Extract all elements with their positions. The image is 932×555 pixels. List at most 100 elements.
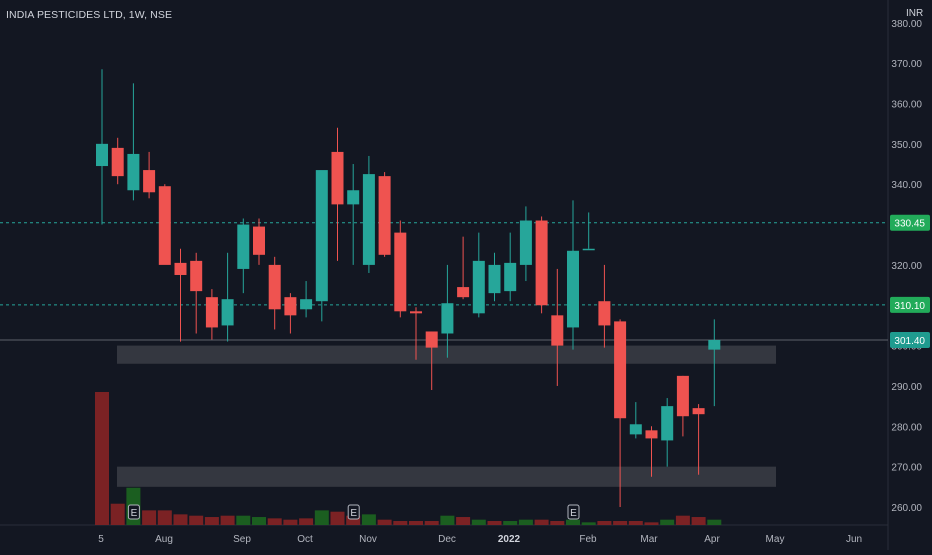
candle-body bbox=[331, 151, 344, 205]
candle-body bbox=[582, 248, 595, 251]
candle-body bbox=[535, 220, 548, 306]
candle-body bbox=[708, 339, 721, 350]
volume-bar bbox=[189, 515, 204, 525]
x-tick-label: Oct bbox=[297, 534, 313, 545]
support-zone bbox=[117, 345, 776, 364]
volume-bar bbox=[503, 521, 518, 525]
volume-bar bbox=[142, 510, 157, 525]
volume-bar bbox=[581, 522, 596, 525]
candle-body bbox=[504, 262, 517, 292]
support-zone bbox=[117, 466, 776, 487]
candle-body bbox=[284, 297, 297, 316]
candle-body bbox=[237, 224, 250, 269]
candle-body bbox=[488, 264, 501, 294]
price-label-text: 301.40 bbox=[894, 336, 925, 347]
earnings-marker-box bbox=[127, 504, 140, 520]
y-tick-label: 340.00 bbox=[891, 180, 922, 191]
candle-body bbox=[127, 153, 140, 191]
volume-bar bbox=[440, 515, 455, 525]
y-tick-label: 350.00 bbox=[891, 140, 922, 151]
volume-bar bbox=[220, 515, 235, 525]
candle-body bbox=[614, 321, 627, 419]
candle-body bbox=[362, 174, 375, 265]
candle-body bbox=[410, 311, 422, 314]
candle-body bbox=[96, 143, 108, 167]
y-tick-label: 380.00 bbox=[891, 19, 922, 30]
volume-bar bbox=[613, 521, 628, 525]
volume-bar bbox=[236, 515, 251, 525]
volume-bar bbox=[346, 515, 361, 525]
candle-body bbox=[567, 250, 579, 328]
volume-bar bbox=[361, 514, 376, 525]
earnings-marker-box bbox=[347, 504, 360, 520]
volume-bar bbox=[299, 518, 314, 525]
volume-bar bbox=[691, 517, 706, 525]
candle-body bbox=[457, 287, 470, 298]
volume-bar bbox=[644, 522, 659, 525]
x-tick-label: Feb bbox=[579, 534, 597, 545]
candle-body bbox=[315, 170, 328, 302]
price-label-badge bbox=[890, 296, 930, 313]
volume-bar bbox=[252, 517, 266, 525]
volume-bar bbox=[675, 515, 690, 525]
volume-bar bbox=[424, 521, 439, 525]
volume-bar bbox=[534, 519, 549, 525]
candle-body bbox=[111, 147, 124, 177]
x-tick-label: 5 bbox=[98, 534, 104, 545]
y-tick-label: 270.00 bbox=[891, 463, 922, 474]
volume-bar bbox=[377, 519, 392, 525]
volume-bar bbox=[487, 521, 502, 525]
candle-body bbox=[676, 375, 689, 417]
volume-bar bbox=[628, 521, 643, 525]
volume-bar bbox=[597, 521, 612, 525]
candle-body bbox=[629, 424, 642, 435]
x-tick-label: Sep bbox=[233, 534, 251, 545]
candle-body bbox=[692, 408, 705, 415]
candle-body bbox=[347, 190, 360, 205]
candle-body bbox=[551, 315, 564, 346]
volume-bar bbox=[393, 521, 408, 525]
y-tick-label: 290.00 bbox=[891, 382, 922, 393]
y-tick-label: 370.00 bbox=[891, 59, 922, 70]
x-tick-label: Mar bbox=[640, 534, 658, 545]
candle-body bbox=[661, 406, 674, 441]
volume-bar bbox=[471, 519, 486, 525]
volume-bar bbox=[566, 519, 580, 525]
candle-body bbox=[645, 430, 658, 439]
y-tick-label: 320.00 bbox=[891, 261, 922, 272]
x-tick-label: Jun bbox=[846, 534, 862, 545]
earnings-marker: E bbox=[567, 504, 580, 520]
y-tick-label: 280.00 bbox=[891, 422, 922, 433]
candle-body bbox=[378, 176, 391, 255]
candle-body bbox=[190, 260, 203, 292]
volume-bar bbox=[660, 519, 675, 525]
currency-label: INR bbox=[906, 8, 924, 19]
candle-body bbox=[425, 331, 438, 348]
volume-bar bbox=[173, 514, 188, 525]
candle-body bbox=[394, 232, 407, 312]
price-label-badge bbox=[890, 331, 930, 348]
candle-body bbox=[519, 220, 532, 265]
earnings-marker-label: E bbox=[350, 508, 357, 519]
volume-bar bbox=[157, 510, 172, 525]
volume-bar bbox=[283, 519, 298, 525]
x-tick-label: May bbox=[766, 534, 785, 545]
volume-bar bbox=[267, 518, 282, 525]
volume-bar bbox=[204, 517, 219, 525]
volume-bar bbox=[707, 519, 722, 525]
price-label-text: 310.10 bbox=[894, 301, 925, 312]
candle-body bbox=[205, 297, 218, 328]
volume-bar bbox=[95, 392, 109, 525]
chart-title: INDIA PESTICIDES LTD, 1W, NSE bbox=[6, 9, 173, 21]
volume-bar bbox=[456, 517, 471, 525]
earnings-marker: E bbox=[347, 504, 360, 520]
earnings-marker-label: E bbox=[131, 508, 138, 519]
x-tick-label: Apr bbox=[704, 534, 720, 545]
candle-body bbox=[300, 299, 313, 310]
candle-body bbox=[253, 226, 265, 255]
candle-body bbox=[598, 301, 611, 326]
volume-bar bbox=[110, 503, 125, 525]
